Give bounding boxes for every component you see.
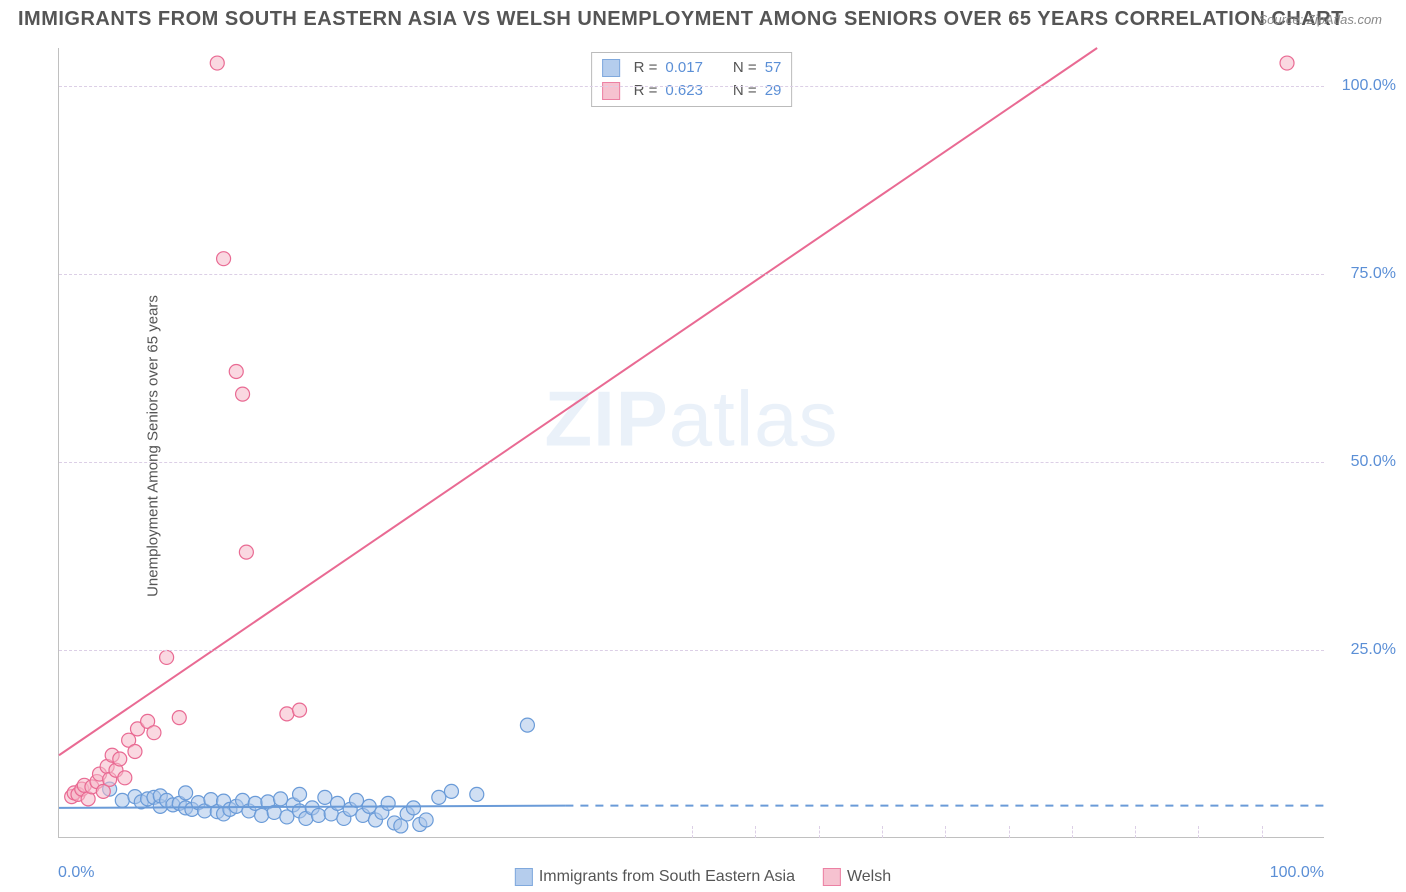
x-tick	[945, 826, 946, 838]
stat-r-value: 0.017	[665, 57, 703, 80]
x-tick	[1198, 826, 1199, 838]
legend-label: Immigrants from South Eastern Asia	[539, 868, 795, 886]
data-point	[419, 813, 433, 827]
data-point	[444, 784, 458, 798]
x-axis-max-label: 100.0%	[1270, 864, 1324, 882]
data-point	[318, 790, 332, 804]
data-point	[350, 793, 364, 807]
data-point	[381, 796, 395, 810]
stat-r-value: 0.623	[665, 80, 703, 103]
data-point	[172, 711, 186, 725]
stat-r-label: R =	[634, 57, 658, 80]
y-tick-label: 50.0%	[1351, 453, 1396, 471]
data-point	[147, 726, 161, 740]
legend-item: Immigrants from South Eastern Asia	[515, 868, 795, 886]
data-point	[312, 808, 326, 822]
data-point	[293, 787, 307, 801]
data-point	[179, 786, 193, 800]
plot-area: ZIPatlas R = 0.017N = 57R = 0.623N = 29	[58, 48, 1324, 838]
data-point	[210, 56, 224, 70]
stats-legend-row: R = 0.623 N = 29	[602, 80, 782, 103]
legend-swatch	[602, 82, 620, 100]
data-point	[239, 545, 253, 559]
stats-legend-row: R = 0.017 N = 57	[602, 57, 782, 80]
data-point	[236, 387, 250, 401]
source-label: Source: ZipAtlas.com	[1258, 12, 1382, 27]
x-tick	[1135, 826, 1136, 838]
stat-n-value: 57	[765, 57, 782, 80]
data-point	[432, 790, 446, 804]
gridline	[59, 462, 1324, 463]
series-legend: Immigrants from South Eastern Asia Welsh	[515, 868, 891, 886]
legend-item: Welsh	[823, 868, 891, 886]
legend-swatch	[602, 59, 620, 77]
data-point	[274, 792, 288, 806]
chart-svg	[59, 48, 1324, 837]
legend-swatch	[823, 868, 841, 886]
data-point	[113, 752, 127, 766]
data-point	[229, 365, 243, 379]
stat-r-label: R =	[634, 80, 658, 103]
data-point	[1280, 56, 1294, 70]
x-tick	[755, 826, 756, 838]
legend-label: Welsh	[847, 868, 891, 886]
x-tick	[692, 826, 693, 838]
data-point	[160, 650, 174, 664]
x-tick	[819, 826, 820, 838]
data-point	[217, 252, 231, 266]
data-point	[118, 771, 132, 785]
x-tick	[1072, 826, 1073, 838]
stat-n-label: N =	[733, 57, 757, 80]
gridline	[59, 86, 1324, 87]
data-point	[470, 787, 484, 801]
x-tick	[1262, 826, 1263, 838]
data-point	[128, 744, 142, 758]
gridline	[59, 274, 1324, 275]
data-point	[115, 793, 129, 807]
y-tick-label: 75.0%	[1351, 265, 1396, 283]
stat-n-value: 29	[765, 80, 782, 103]
data-point	[520, 718, 534, 732]
data-point	[331, 796, 345, 810]
data-point	[293, 703, 307, 717]
y-tick-label: 100.0%	[1342, 77, 1396, 95]
y-tick-label: 25.0%	[1351, 641, 1396, 659]
stats-legend: R = 0.017 N = 57 R = 0.623 N = 29	[591, 52, 793, 107]
data-point	[255, 808, 269, 822]
data-point	[406, 801, 420, 815]
stat-n-label: N =	[733, 80, 757, 103]
legend-swatch	[515, 868, 533, 886]
x-tick	[882, 826, 883, 838]
x-tick	[1009, 826, 1010, 838]
x-axis-min-label: 0.0%	[58, 864, 94, 882]
data-point	[280, 707, 294, 721]
chart-title: IMMIGRANTS FROM SOUTH EASTERN ASIA VS WE…	[18, 8, 1344, 31]
gridline	[59, 650, 1324, 651]
